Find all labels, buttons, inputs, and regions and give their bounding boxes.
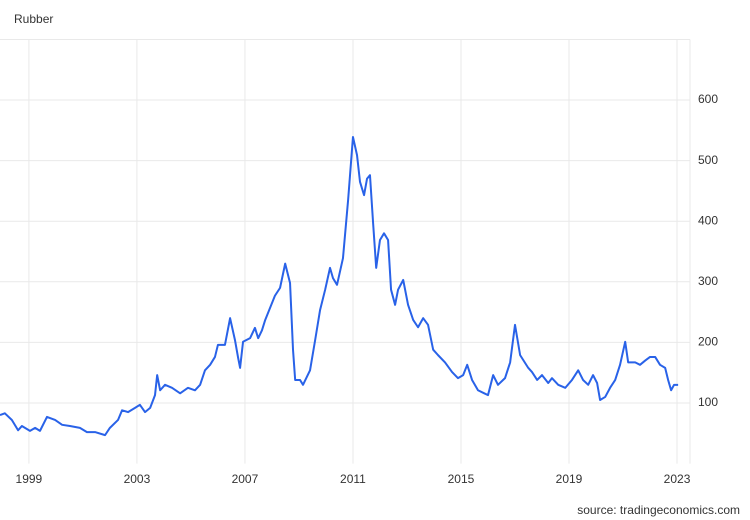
y-tick-label: 400 (698, 213, 718, 227)
y-tick-label: 600 (698, 92, 718, 106)
x-tick-label: 2007 (232, 472, 259, 486)
source-note: source: tradingeconomics.com (577, 503, 740, 517)
x-tick-label: 2003 (124, 472, 151, 486)
line-series (0, 135, 679, 437)
x-tick-label: 2011 (340, 472, 366, 486)
y-tick-label: 500 (698, 153, 718, 167)
x-tick-label: 2015 (448, 472, 475, 486)
y-tick-label: 200 (698, 335, 718, 349)
x-tick-label: 2023 (664, 472, 691, 486)
y-tick-label: 300 (698, 274, 718, 288)
x-tick-label: 2019 (556, 472, 583, 486)
chart-title: Rubber (14, 12, 53, 26)
y-tick-label: 100 (698, 395, 718, 409)
x-tick-label: 1999 (16, 472, 43, 486)
